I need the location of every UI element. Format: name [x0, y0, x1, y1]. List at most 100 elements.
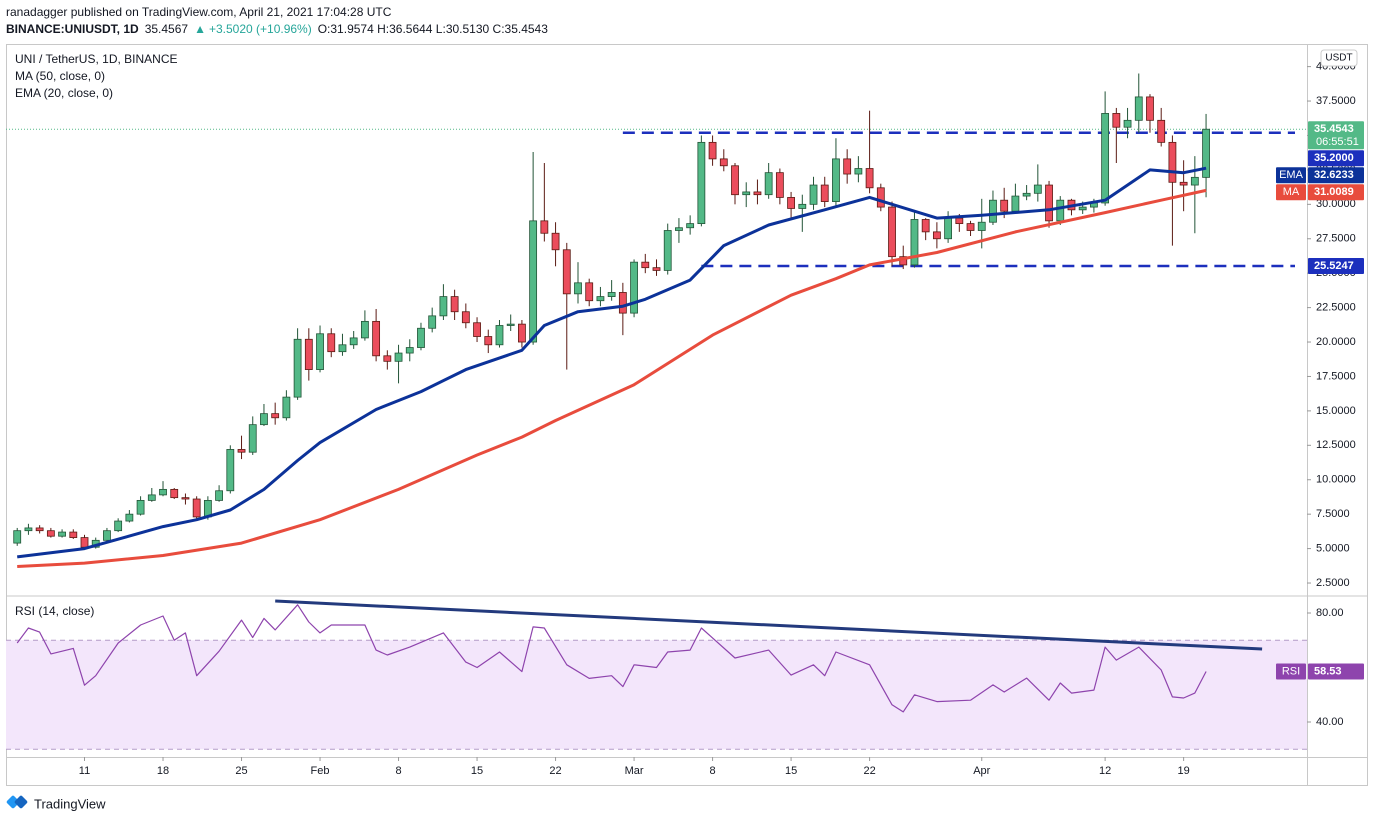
indicator-line [17, 166, 1207, 559]
candle-body [1179, 181, 1188, 186]
candle-body [1202, 128, 1210, 178]
y-tick-label: 2.5000 [1316, 577, 1350, 589]
footer-logo [6, 795, 28, 809]
candle-body [372, 320, 381, 357]
level-price: 35.2000 [1314, 152, 1354, 164]
y-tick-label: 80.00 [1316, 607, 1344, 619]
indicator-price-box [1308, 184, 1364, 201]
last-price: 35.4567 [144, 22, 189, 36]
y-tick-label: 10.0000 [1316, 474, 1356, 486]
candle-body [977, 221, 986, 231]
candle-body [282, 396, 291, 419]
x-tick-label: Feb [311, 765, 330, 777]
candle-body [1045, 184, 1053, 222]
candle-body [1033, 184, 1042, 194]
indicator-price-tag: EMA [1279, 169, 1304, 181]
indicator-price: 32.6233 [1314, 169, 1354, 181]
candle-body [13, 530, 22, 544]
rsi-value-box [1308, 663, 1364, 680]
candle-body [170, 488, 179, 499]
candle-body [843, 158, 852, 175]
candle-body [450, 296, 459, 313]
candle-body [652, 267, 661, 271]
last-price-sub: 06:55:51 [1316, 136, 1359, 148]
y-tick-label: 17.5000 [1316, 370, 1356, 382]
candle-body [1157, 119, 1166, 143]
candle-body [719, 158, 728, 167]
x-tick-label: 15 [471, 765, 483, 777]
legend-entry: MA (50, close, 0) [15, 69, 105, 83]
candle-body [495, 325, 504, 346]
candle-body [58, 531, 66, 537]
x-tick-label: 22 [549, 765, 561, 777]
candle-body [742, 191, 751, 196]
candle-body [484, 336, 493, 346]
indicator-price-box [1308, 167, 1364, 184]
candle-body [428, 315, 437, 329]
candle-body [383, 355, 392, 362]
candle-body [506, 323, 515, 326]
last-price-box [1308, 121, 1364, 150]
rsi-band [6, 640, 1307, 750]
y-tick-label: 27.5000 [1316, 233, 1356, 245]
x-tick-label: 11 [79, 765, 90, 777]
rsi-line [16, 604, 1207, 713]
symbol: BINANCE:UNIUSDT, 1D [6, 22, 139, 36]
candle-body [989, 199, 997, 223]
candle-body [327, 333, 336, 353]
candle-body [551, 232, 560, 251]
frame [6, 44, 1368, 786]
x-tick-label: 15 [785, 765, 797, 777]
candle-body [103, 530, 111, 541]
trend-line [275, 599, 1263, 651]
candle-body [69, 531, 78, 538]
y-tick-label: 15.0000 [1316, 405, 1356, 417]
y-tick-label: 37.5000 [1316, 95, 1356, 107]
candle-body [529, 220, 538, 343]
change: +3.5020 (+10.96%) [208, 22, 312, 36]
candle-body [260, 413, 268, 426]
candle-body [136, 499, 145, 515]
candle-body [338, 344, 347, 353]
candle-body [349, 337, 358, 346]
candle-body [417, 327, 425, 348]
candle-body [663, 230, 672, 271]
candle-body [518, 323, 526, 343]
ohlc: O:31.9574 H:36.5644 L:30.5130 C:35.4543 [317, 22, 548, 36]
candle-body [405, 347, 414, 354]
candle-body [24, 527, 33, 532]
candle-body [226, 449, 235, 492]
candle-body [360, 320, 369, 339]
x-tick-label: 25 [235, 765, 247, 777]
candle-body [35, 527, 44, 532]
y-tick-label: 7.5000 [1316, 508, 1350, 520]
symbol-line: BINANCE:UNIUSDT, 1D 35.4567 ▲ +3.5020 (+10.… [6, 22, 554, 36]
candle-body [304, 338, 313, 370]
candle-body [540, 220, 549, 234]
candle-body [910, 219, 919, 266]
candle-body [865, 168, 874, 189]
candle-body [1146, 96, 1154, 121]
candle-body [888, 206, 896, 258]
candle-body [731, 165, 739, 196]
candle-body [775, 172, 784, 198]
x-tick-label: 18 [157, 765, 169, 777]
candle-body [248, 424, 257, 453]
candle-body [641, 261, 650, 269]
indicator-line [17, 188, 1207, 568]
candle-body [932, 231, 941, 240]
candle-body [708, 141, 717, 160]
candle-body [316, 333, 324, 370]
candle-body [473, 322, 481, 337]
x-tick-label: 22 [863, 765, 875, 777]
legend-entry: EMA (20, close, 0) [15, 86, 113, 100]
candle-body [1000, 199, 1009, 212]
y-tick-label: 40.00 [1316, 716, 1344, 728]
candle-body [1134, 96, 1143, 121]
candle-body [159, 488, 167, 496]
candle-body [181, 497, 190, 500]
y-tick-label: 20.0000 [1316, 336, 1356, 348]
candle-body [697, 141, 706, 225]
